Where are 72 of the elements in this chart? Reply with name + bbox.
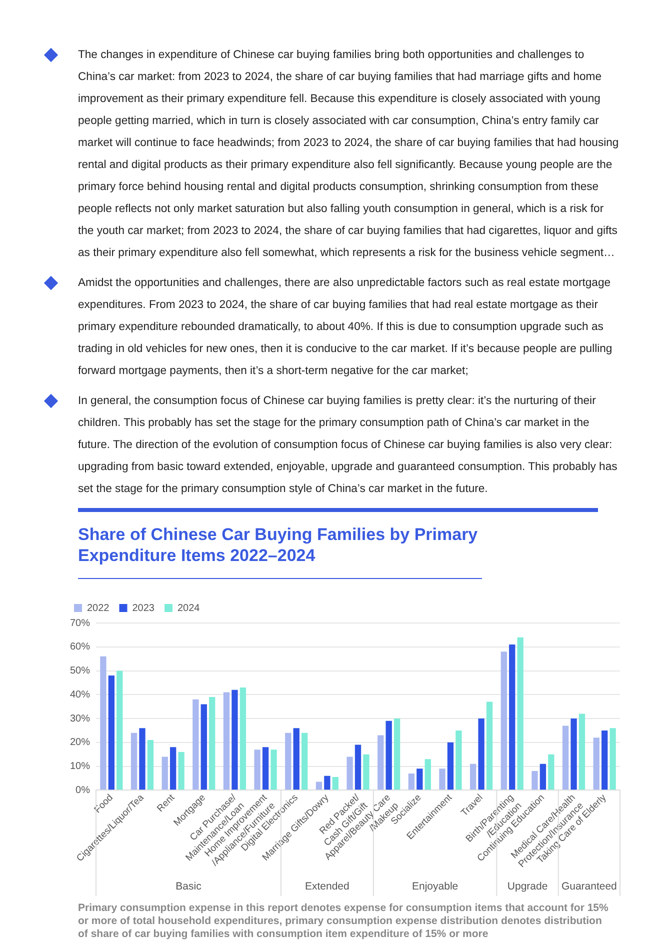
bar [424, 759, 431, 790]
y-tick-label: 20% [70, 737, 90, 748]
bar [486, 702, 493, 790]
bar [116, 670, 123, 790]
bar [456, 730, 462, 790]
bar [139, 728, 146, 790]
y-tick-label: 40% [70, 689, 90, 700]
text: Enjoyable [412, 880, 458, 893]
bar [478, 718, 484, 790]
bar [602, 730, 608, 790]
legend-label: 2022 [87, 602, 110, 614]
bar [363, 754, 370, 790]
bar [192, 699, 199, 790]
text: Extended [304, 880, 350, 893]
bar [262, 747, 269, 790]
y-tick-label: 60% [70, 642, 90, 653]
text: Amidst the opportunities and challenges, there are also unpredictable factors such as real estate mortgage expenditures. From 2023 to 2024, the share of car buying families that had real estate mortgage as their primary expenditure rebounded dramatically, to about 40%. If this is due to consumption upgrade such as trading in old vehicles for new ones, then it is conducive to the car market. If it’s because people are pulling forward mortgage payments, then it’s a short-term negative for the car market; [77, 276, 614, 379]
bar [610, 728, 616, 790]
bar [108, 676, 115, 790]
bar [540, 764, 546, 790]
bar [240, 687, 246, 790]
bar [593, 738, 600, 790]
bar [302, 732, 308, 790]
bar [578, 714, 586, 790]
bar [439, 768, 446, 790]
bar [170, 747, 176, 790]
y-tick-label: 70% [70, 618, 90, 629]
bar [293, 728, 300, 790]
bar [354, 744, 362, 790]
text: The changes in expenditure of Chinese car buying families bring both opportunities and challenges to China’s car market: from 2023 to 2024, the share of car buying families that had marriage gifts and home improvement as their primary expenditure fell. Because this expenditure is closely associated with young people getting married, which in turn is closely associated with car consumption, China’s entry family car market will continue to face headwinds; from 2023 to 2024, the share of car buying families that had housing rental and digital products as their primary expenditure also fell significantly. Because young people are the primary force behind housing rental and digital products consumption, shrinking consumption from these people reflects not only market saturation but also falling youth consumption in general, which is a risk for the youth car market; from 2023 to 2024, the share of car buying families that had cigarettes, liquor and gifts as their primary expenditure also fell somewhat, which represents a risk for the business vehicle segment… [78, 49, 619, 259]
bar [509, 644, 516, 790]
text: Upgrade [507, 880, 548, 893]
bar [408, 773, 415, 790]
y-tick-label: 30% [70, 713, 90, 724]
bar [270, 750, 277, 790]
bar [254, 750, 260, 790]
bar [232, 690, 238, 790]
bar [130, 732, 138, 790]
bar [470, 764, 476, 790]
bar [532, 771, 538, 790]
bar [209, 697, 216, 790]
bar [500, 652, 507, 790]
chart-title: Share of Chinese Car Buying Families by Primary Expenditure Items 2022–2024 [78, 524, 482, 579]
bar [147, 740, 154, 790]
bar [346, 756, 353, 790]
y-tick-label: 0% [76, 784, 90, 796]
y-tick-label: 10% [70, 761, 90, 772]
bar [324, 776, 330, 790]
bar [562, 726, 569, 790]
bar [200, 704, 207, 790]
bar [178, 752, 184, 790]
text: Primary consumption expense in this report denotes expense for consumption items that account for 15% or more of total household expenditures, primary consumption expense distribution denotes distribution of share of car buying families with consumption item expenditure of 15% or more [78, 902, 610, 941]
bar [223, 692, 230, 790]
bar [386, 720, 392, 790]
bar [100, 656, 106, 790]
bar [332, 777, 338, 790]
y-tick-label: 50% [70, 666, 90, 677]
bar [162, 756, 168, 790]
bar [548, 754, 554, 790]
bar [378, 735, 384, 790]
text: Basic [176, 880, 202, 893]
bar [570, 718, 577, 790]
bar [517, 637, 524, 790]
bar [447, 742, 454, 790]
bar [416, 768, 423, 790]
bar [285, 732, 292, 790]
legend-label: 2024 [177, 602, 200, 614]
bar [316, 782, 322, 790]
text: In general, the consumption focus of Chinese car buying families is pretty clear: it’s the nurturing of their children. This probably has set the stage for the primary consumption path of China’s car market in the future. The direction of the evolution of consumption focus of Chinese car buying families is also very clear: upgrading from basic toward extended, enjoyable, upgrade and guaranteed consumption. This probably has set the stage for the primary consumption style of China’s car market in the future. [77, 394, 618, 497]
bar [394, 718, 400, 790]
text: Guaranteed [561, 880, 618, 893]
legend-label: 2023 [132, 602, 155, 614]
